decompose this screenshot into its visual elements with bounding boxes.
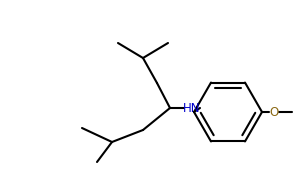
Text: O: O (269, 105, 279, 118)
Text: HN: HN (183, 102, 201, 114)
